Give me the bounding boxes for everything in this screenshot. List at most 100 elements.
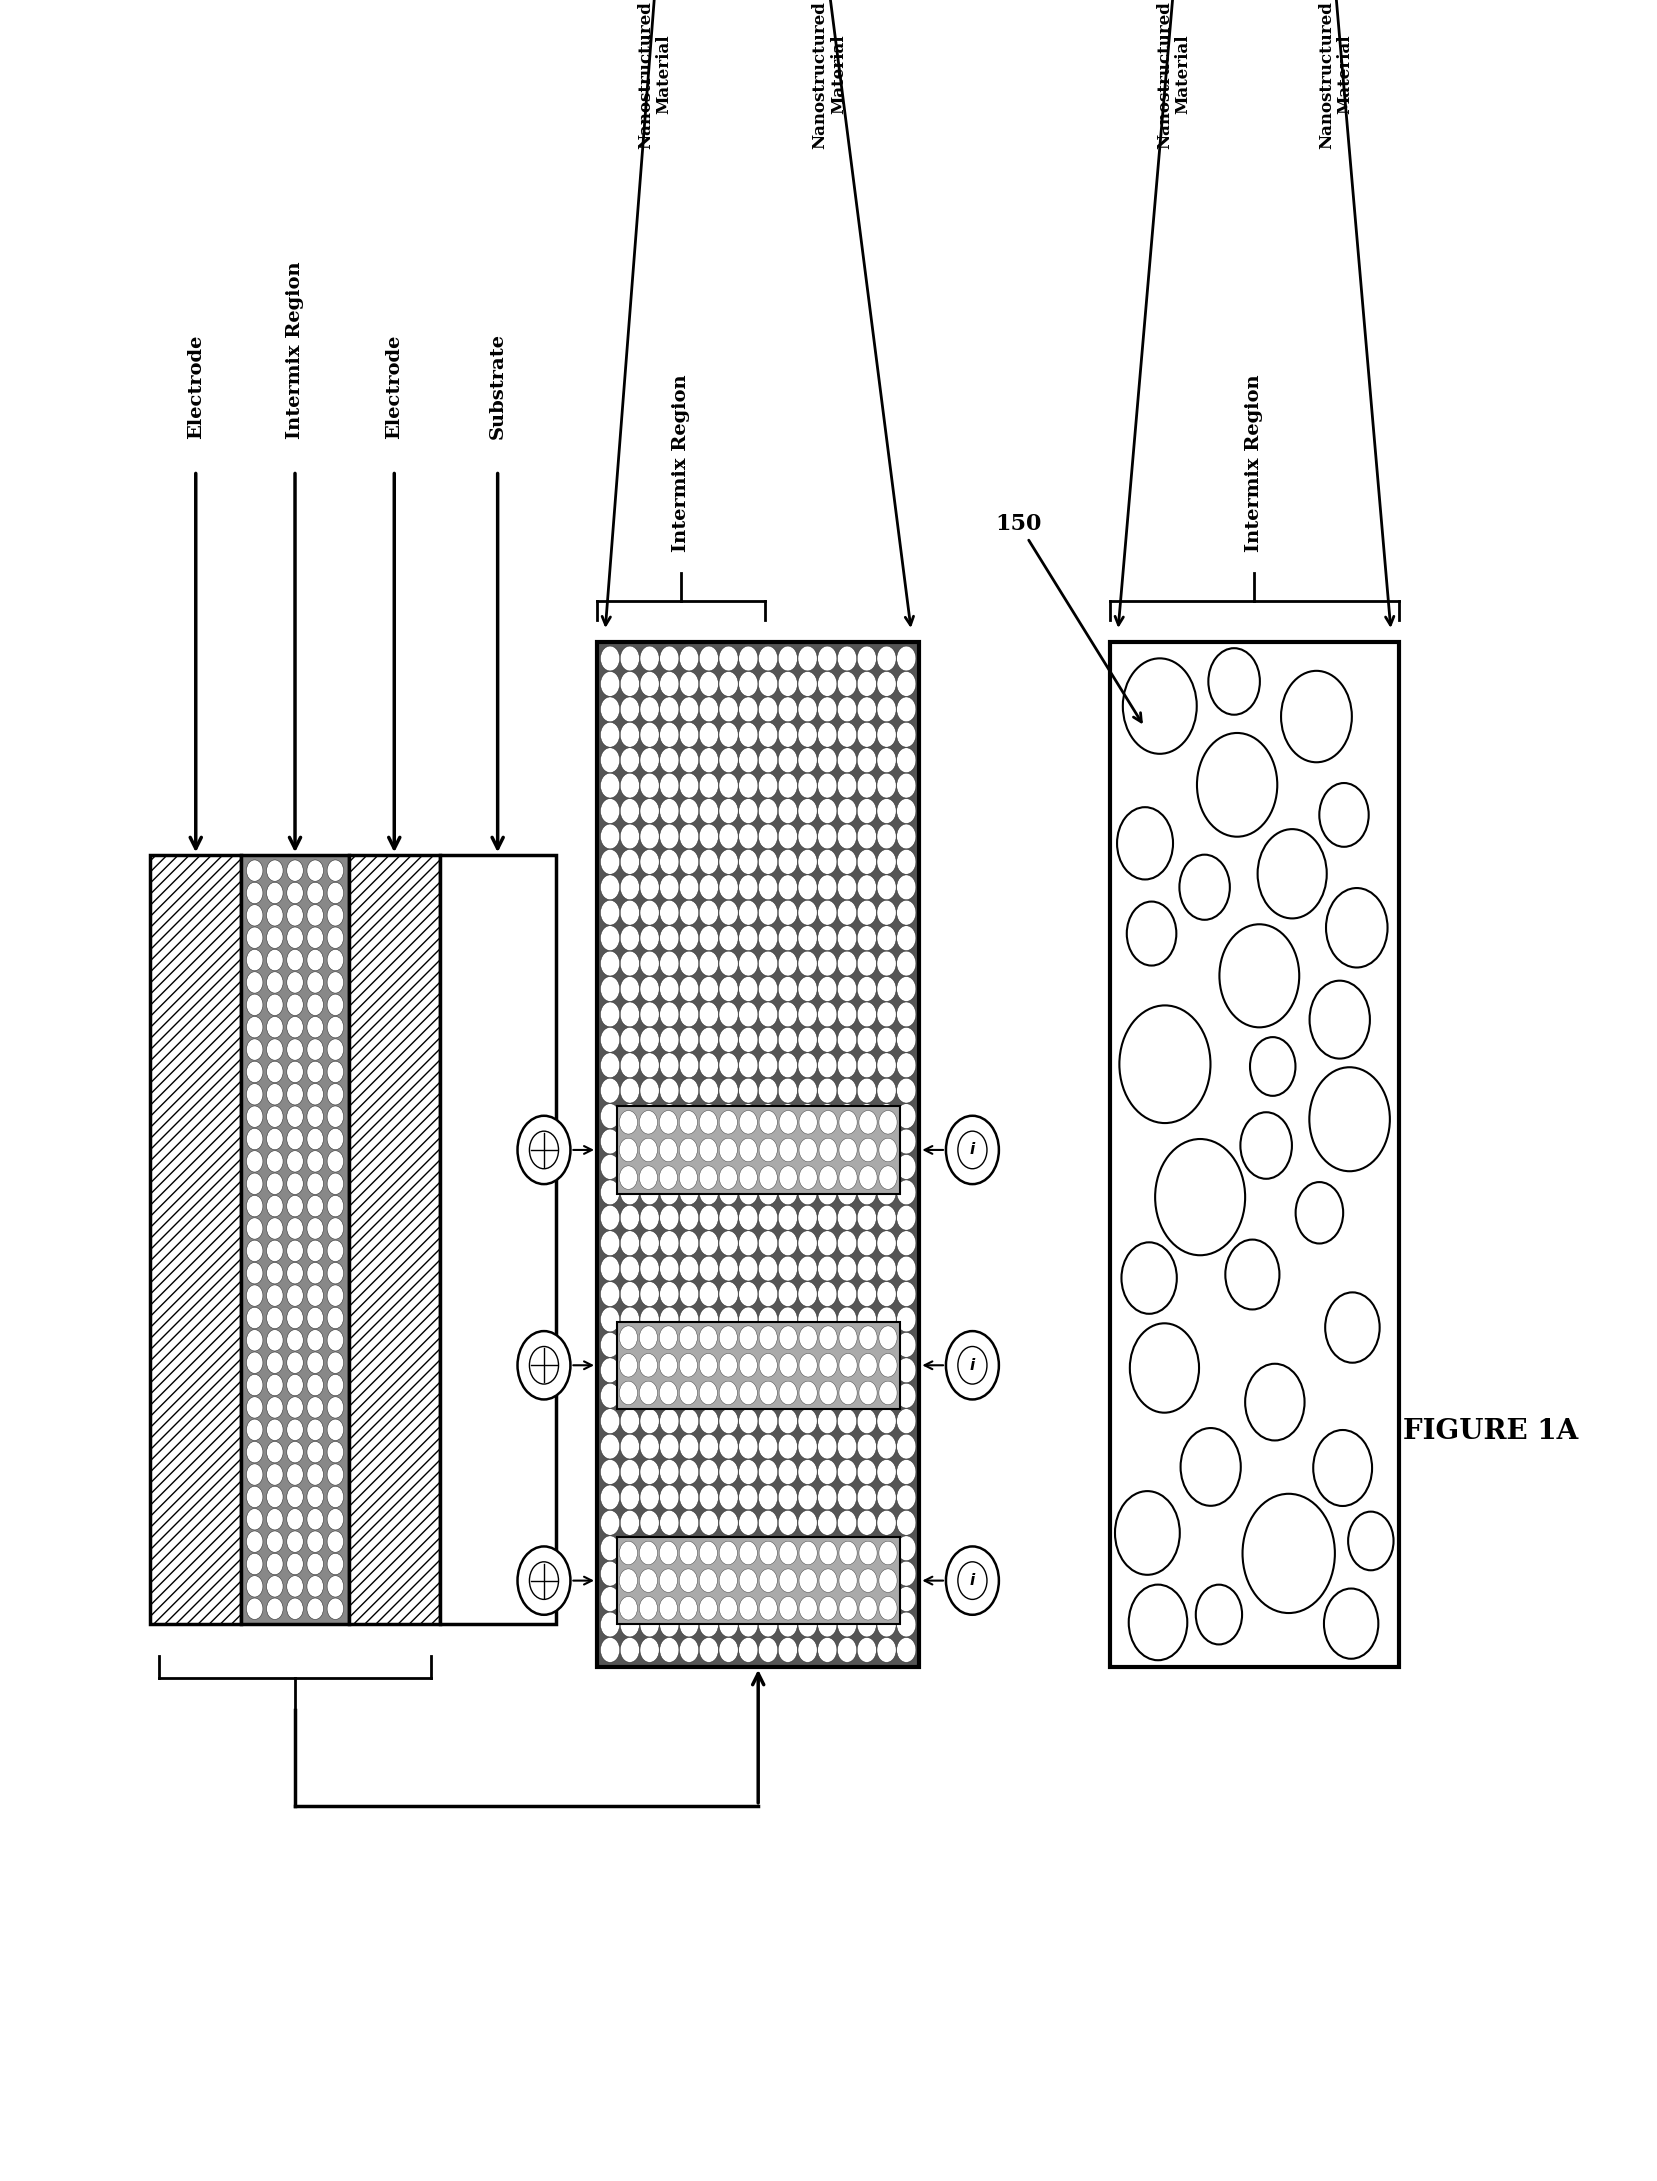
Circle shape bbox=[857, 1053, 877, 1077]
Circle shape bbox=[659, 1077, 679, 1104]
Circle shape bbox=[779, 1562, 797, 1586]
Circle shape bbox=[799, 1435, 817, 1459]
Circle shape bbox=[307, 1241, 323, 1261]
Circle shape bbox=[837, 1511, 857, 1535]
Circle shape bbox=[659, 875, 679, 901]
Circle shape bbox=[326, 1152, 343, 1171]
Circle shape bbox=[779, 977, 797, 1001]
Circle shape bbox=[1196, 1586, 1243, 1644]
Circle shape bbox=[699, 875, 719, 901]
Circle shape bbox=[799, 901, 817, 925]
Circle shape bbox=[817, 1053, 837, 1077]
Circle shape bbox=[247, 1173, 263, 1195]
Circle shape bbox=[600, 1282, 620, 1306]
Circle shape bbox=[679, 1542, 698, 1564]
Bar bbox=[348, 855, 439, 1625]
Circle shape bbox=[600, 1104, 620, 1128]
Circle shape bbox=[326, 973, 343, 992]
Circle shape bbox=[326, 1463, 343, 1485]
Circle shape bbox=[287, 1038, 303, 1060]
Text: Nanostructured
Material: Nanostructured Material bbox=[638, 0, 673, 148]
Circle shape bbox=[719, 1206, 737, 1230]
Circle shape bbox=[877, 1282, 896, 1306]
Circle shape bbox=[287, 1152, 303, 1171]
Circle shape bbox=[759, 1409, 777, 1433]
Circle shape bbox=[659, 1511, 679, 1535]
Circle shape bbox=[719, 951, 737, 975]
Circle shape bbox=[1117, 807, 1173, 879]
Circle shape bbox=[1122, 1243, 1176, 1313]
Circle shape bbox=[699, 722, 719, 748]
Circle shape bbox=[799, 722, 817, 748]
Circle shape bbox=[838, 1542, 857, 1564]
Circle shape bbox=[247, 859, 263, 881]
Circle shape bbox=[620, 1206, 640, 1230]
Circle shape bbox=[679, 1001, 699, 1027]
Circle shape bbox=[699, 1282, 719, 1306]
Circle shape bbox=[817, 798, 837, 824]
Circle shape bbox=[247, 1599, 263, 1620]
Circle shape bbox=[659, 1333, 679, 1357]
Circle shape bbox=[896, 774, 916, 798]
Circle shape bbox=[779, 1588, 797, 1612]
Circle shape bbox=[267, 927, 283, 949]
Circle shape bbox=[877, 1562, 896, 1586]
Circle shape bbox=[837, 1230, 857, 1256]
Circle shape bbox=[326, 1575, 343, 1596]
Circle shape bbox=[896, 1333, 916, 1357]
Circle shape bbox=[326, 1352, 343, 1374]
Circle shape bbox=[759, 1354, 777, 1376]
Circle shape bbox=[659, 1110, 678, 1134]
Circle shape bbox=[896, 1001, 916, 1027]
Circle shape bbox=[600, 1027, 620, 1051]
Circle shape bbox=[600, 901, 620, 925]
Circle shape bbox=[307, 1330, 323, 1350]
Circle shape bbox=[759, 1459, 777, 1485]
Circle shape bbox=[287, 1599, 303, 1620]
Circle shape bbox=[759, 1359, 777, 1383]
Circle shape bbox=[739, 1333, 757, 1357]
Circle shape bbox=[759, 1167, 777, 1189]
Circle shape bbox=[759, 1256, 777, 1280]
Circle shape bbox=[267, 1038, 283, 1060]
Circle shape bbox=[620, 1256, 640, 1280]
Circle shape bbox=[679, 1180, 699, 1204]
Circle shape bbox=[247, 1062, 263, 1082]
Circle shape bbox=[857, 722, 877, 748]
Circle shape bbox=[620, 1542, 638, 1564]
Circle shape bbox=[739, 1409, 757, 1433]
Text: i: i bbox=[969, 1359, 974, 1372]
Circle shape bbox=[719, 1306, 737, 1333]
Circle shape bbox=[620, 1282, 640, 1306]
Circle shape bbox=[779, 774, 797, 798]
Circle shape bbox=[837, 1077, 857, 1104]
Circle shape bbox=[858, 1568, 877, 1592]
Circle shape bbox=[620, 1638, 640, 1662]
Circle shape bbox=[326, 1195, 343, 1217]
Circle shape bbox=[600, 1562, 620, 1586]
Circle shape bbox=[799, 1354, 817, 1376]
Circle shape bbox=[659, 901, 679, 925]
Circle shape bbox=[679, 1596, 698, 1620]
Circle shape bbox=[600, 748, 620, 772]
Circle shape bbox=[679, 824, 699, 848]
Circle shape bbox=[759, 901, 777, 925]
Circle shape bbox=[620, 1354, 638, 1376]
Circle shape bbox=[719, 722, 737, 748]
Circle shape bbox=[679, 875, 699, 901]
Circle shape bbox=[640, 824, 659, 848]
Circle shape bbox=[517, 1330, 570, 1400]
Circle shape bbox=[857, 1588, 877, 1612]
Circle shape bbox=[759, 672, 777, 696]
Circle shape bbox=[600, 1256, 620, 1280]
Circle shape bbox=[640, 698, 659, 722]
Circle shape bbox=[817, 1612, 837, 1638]
Circle shape bbox=[1127, 901, 1176, 966]
Circle shape bbox=[739, 1282, 757, 1306]
Circle shape bbox=[307, 1263, 323, 1285]
Circle shape bbox=[699, 1138, 717, 1162]
Circle shape bbox=[719, 1638, 737, 1662]
Circle shape bbox=[679, 1326, 698, 1350]
Circle shape bbox=[679, 1154, 699, 1180]
Circle shape bbox=[679, 748, 699, 772]
